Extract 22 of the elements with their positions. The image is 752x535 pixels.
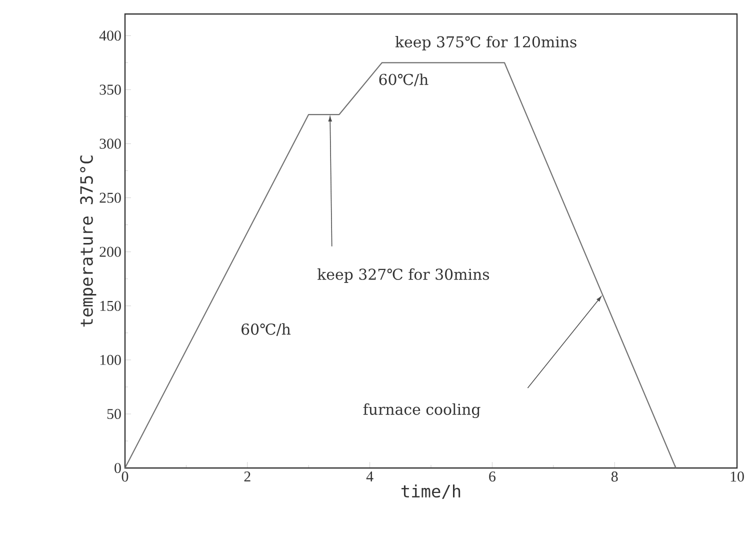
y-tick-label: 400: [99, 30, 121, 41]
y-axis-title: temperature 375°C: [80, 156, 96, 327]
annotation: 60℃/h: [242, 323, 291, 336]
annotation: keep 375℃ for 120mins: [395, 36, 576, 50]
x-tick-label: 6: [489, 472, 496, 482]
y-tick-label: 250: [100, 192, 121, 203]
x-tick-label: 2: [244, 472, 250, 482]
y-tick-label: 50: [107, 408, 121, 419]
annotation: furnace cooling: [363, 403, 480, 418]
y-tick-label: 300: [100, 138, 121, 149]
x-axis-title: time/h: [401, 484, 460, 499]
x-tick-label: 10: [730, 472, 744, 482]
y-tick-label: 350: [100, 84, 121, 95]
x-tick-label: 4: [366, 472, 374, 482]
x-tick-label: 0: [122, 472, 128, 482]
annotation: 60℃/h: [379, 74, 428, 86]
annotation: keep 327℃ for 30mins: [318, 268, 490, 283]
y-tick-label: 100: [100, 354, 121, 365]
y-tick-label: 200: [100, 246, 121, 257]
x-tick-label: 8: [611, 472, 618, 482]
y-tick-label: 150: [100, 300, 121, 311]
y-tick-label: 0: [114, 462, 121, 474]
